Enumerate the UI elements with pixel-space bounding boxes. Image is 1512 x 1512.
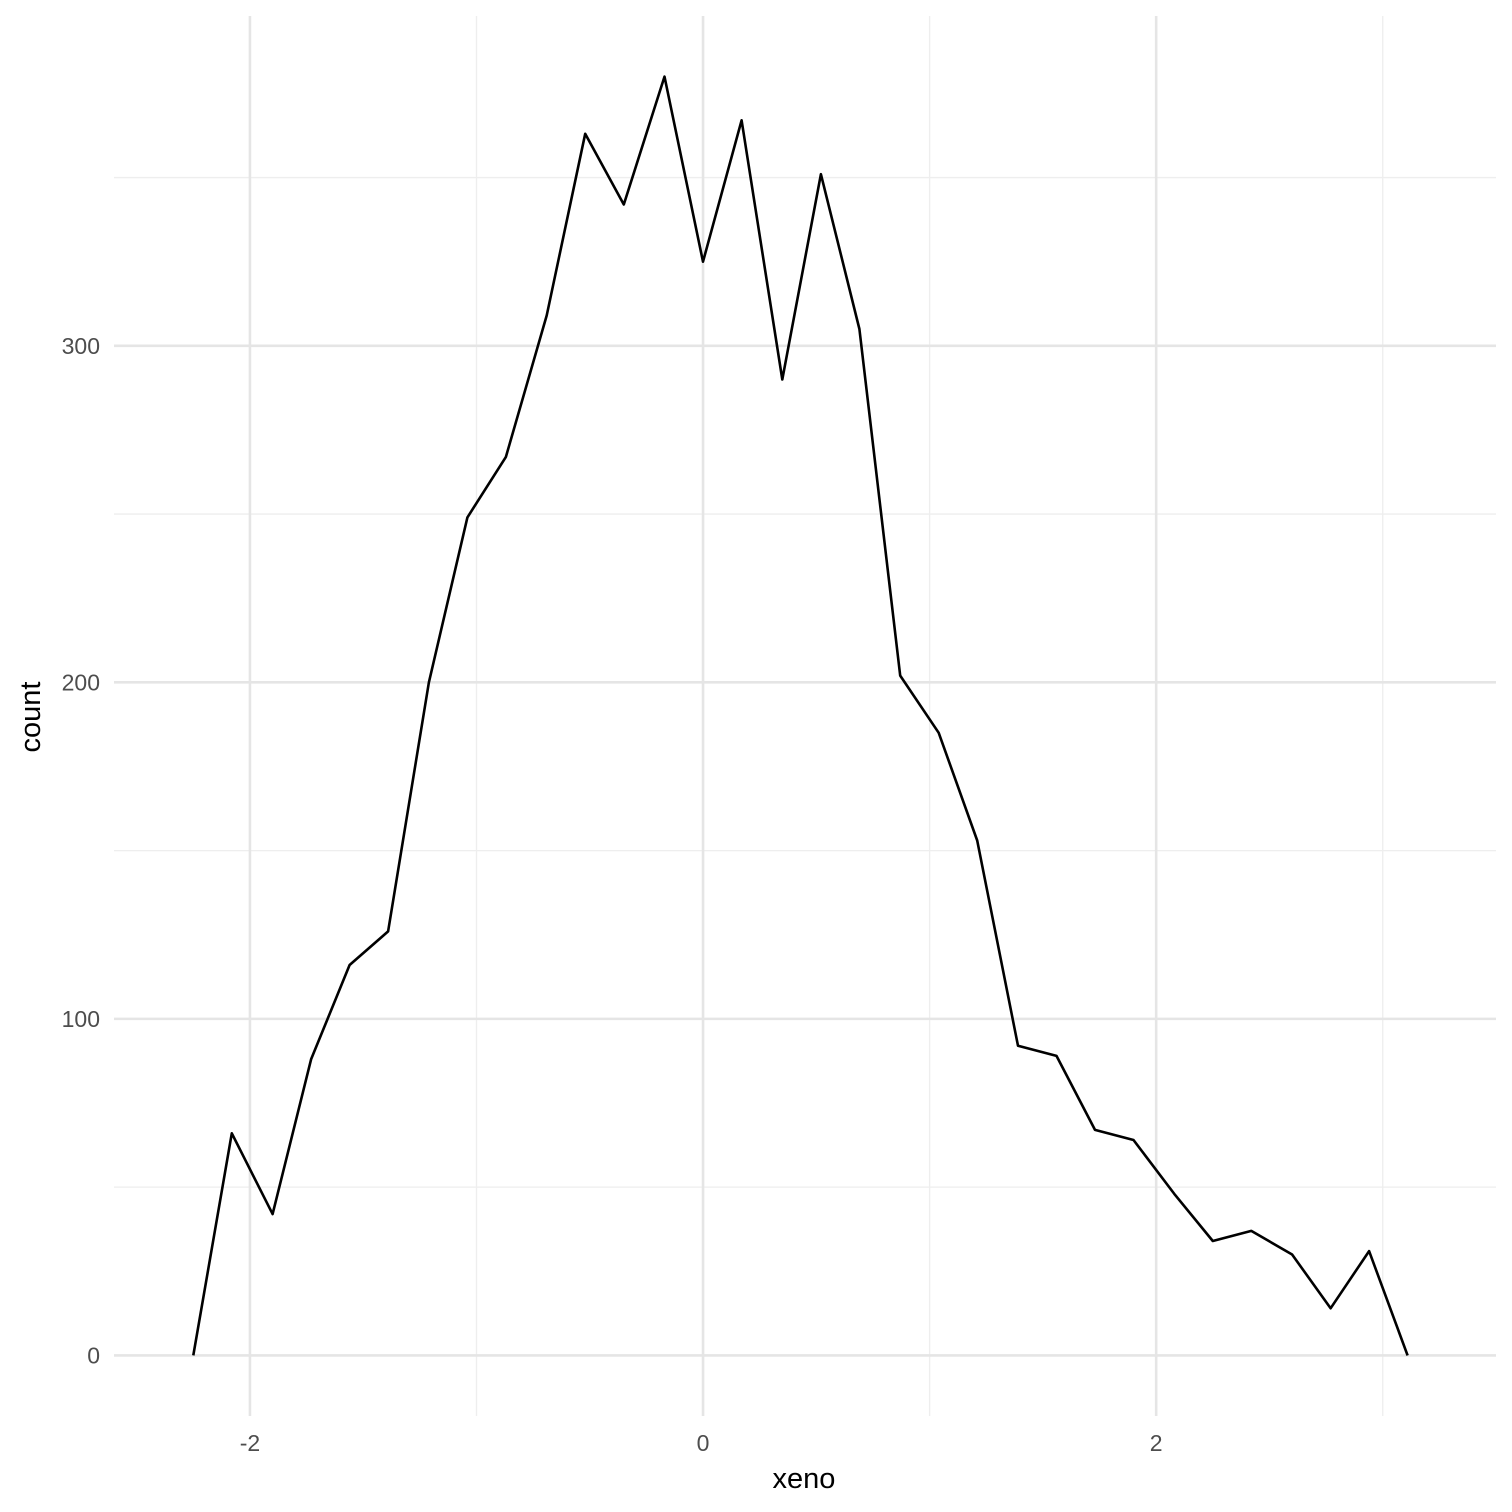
grid-layer [114, 16, 1496, 1416]
x-tick-label: 2 [1150, 1430, 1163, 1456]
y-tick-label: 100 [62, 1006, 100, 1032]
y-axis-title: count [15, 682, 47, 753]
series-line [192, 75, 1409, 1356]
tick-labels: 0 100 200 300 -2 0 2 [62, 333, 1163, 1456]
x-axis-title: xeno [773, 1463, 836, 1495]
x-tick-label: 0 [697, 1430, 710, 1456]
y-tick-label: 200 [62, 669, 100, 695]
y-tick-label: 0 [87, 1342, 100, 1368]
y-tick-label: 300 [62, 333, 100, 359]
x-tick-label: -2 [240, 1430, 260, 1456]
data-line-layer [192, 75, 1409, 1356]
